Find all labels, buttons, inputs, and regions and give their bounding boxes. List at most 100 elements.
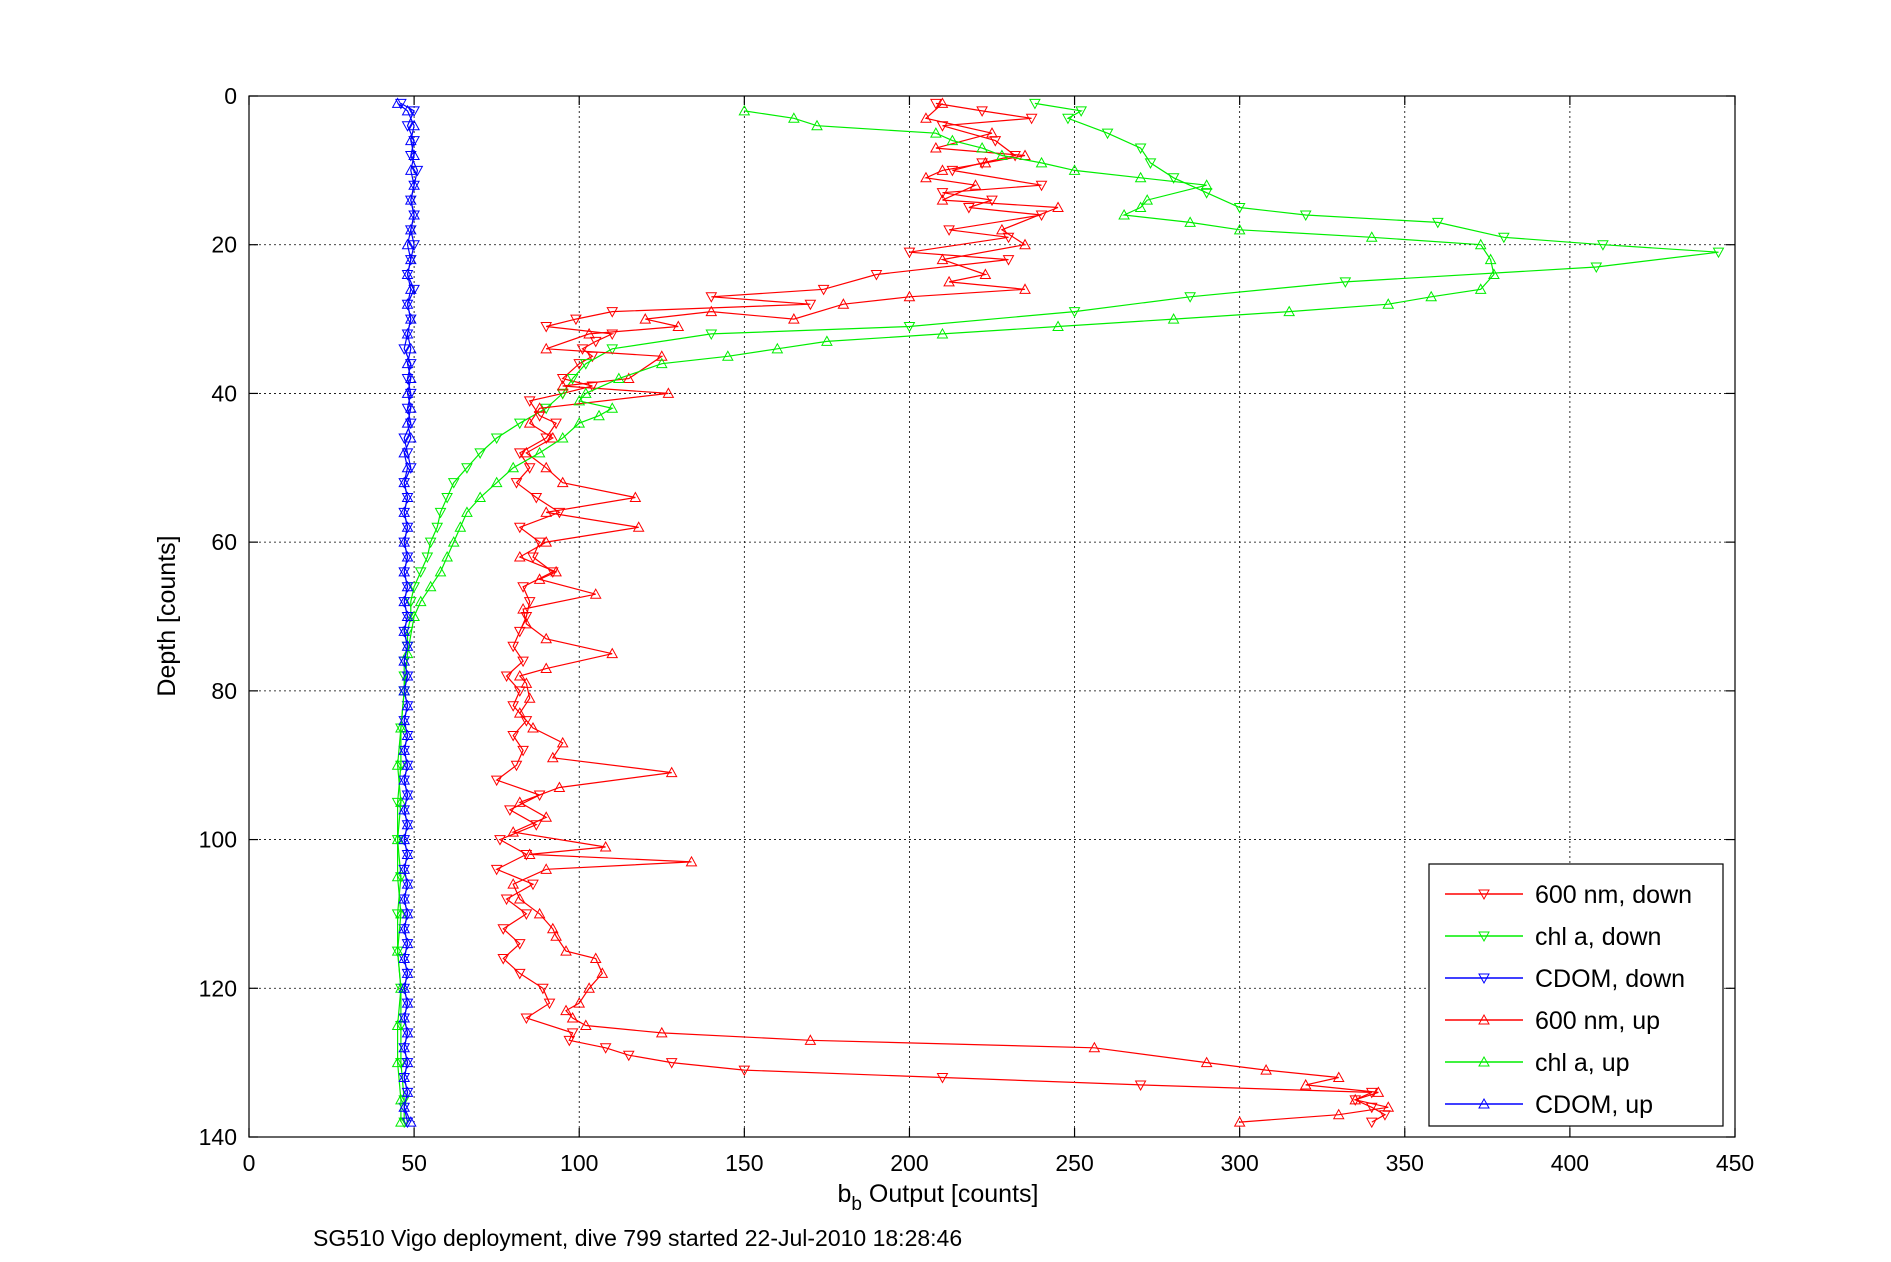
data-point: [1184, 292, 1196, 303]
data-point: [579, 359, 592, 370]
data-point: [738, 104, 751, 116]
data-point: [979, 268, 992, 279]
data-point: [936, 194, 949, 205]
x-axis-label-subscript: b: [851, 1194, 862, 1215]
data-point: [513, 707, 526, 718]
data-point: [520, 1013, 533, 1025]
data-point: [441, 550, 453, 562]
data-point: [408, 582, 420, 593]
legend-swatch-marker: [1478, 1013, 1490, 1025]
data-point: [662, 387, 675, 398]
legend-swatch-marker: [1478, 1097, 1490, 1109]
data-point: [1497, 232, 1510, 244]
data-point: [1372, 1086, 1385, 1097]
data-point: [540, 403, 553, 415]
data-point: [517, 656, 529, 668]
data-point: [395, 1116, 407, 1127]
data-point: [583, 982, 595, 993]
data-point: [946, 165, 959, 177]
data-point: [1035, 156, 1048, 168]
tick-labels: 0 50 100 150 200 250 300 350 400 450 0 20 40 60 80 100 1…: [199, 83, 1755, 1176]
legend-item: CDOM, up: [1445, 1091, 1653, 1119]
legend-item: chl a, up: [1445, 1049, 1630, 1077]
data-point: [520, 617, 533, 629]
data-point: [1167, 173, 1180, 184]
data-point: [936, 164, 949, 175]
x-axis-label: bb Output [counts]: [838, 1180, 1039, 1215]
legend-item: 600 nm, down: [1445, 881, 1692, 909]
data-point: [788, 112, 800, 123]
data-point: [943, 225, 955, 236]
data-point: [589, 952, 602, 964]
data-point: [1134, 143, 1147, 155]
x-axis-label-main: b: [838, 1180, 852, 1208]
data-point: [404, 388, 417, 400]
data-point: [513, 522, 526, 534]
data-point: [447, 478, 460, 489]
legend-label: CDOM, up: [1535, 1091, 1653, 1119]
data-point: [395, 1058, 407, 1069]
data-point: [1002, 255, 1015, 266]
y-tick-label: 0: [224, 83, 237, 109]
legend-label: chl a, down: [1535, 923, 1661, 951]
x-tick-label: 450: [1716, 1150, 1754, 1176]
data-point: [497, 954, 510, 965]
data-point: [589, 336, 602, 348]
series-600-nm-down: [490, 98, 1391, 1129]
data-point: [391, 797, 404, 809]
data-point: [398, 1071, 411, 1083]
data-point: [672, 320, 685, 332]
data-point: [398, 565, 411, 577]
data-point: [398, 774, 411, 785]
data-point: [523, 396, 536, 407]
data-point: [398, 803, 411, 815]
data-point: [1002, 232, 1015, 244]
data-point: [685, 855, 698, 867]
data-point: [401, 448, 414, 459]
data-point: [570, 314, 582, 326]
data-point: [1167, 313, 1180, 324]
data-point: [520, 446, 533, 458]
data-point: [1029, 98, 1041, 110]
data-point: [1382, 1101, 1395, 1112]
x-tick-label: 150: [725, 1150, 763, 1176]
data-point: [1141, 194, 1154, 205]
data-point: [500, 671, 513, 683]
data-point: [398, 893, 411, 904]
data-point: [1488, 268, 1500, 279]
data-point: [494, 835, 506, 846]
data-point: [1075, 106, 1088, 117]
data-point: [738, 1065, 751, 1077]
data-point: [553, 781, 566, 793]
data-point: [1332, 1108, 1345, 1120]
data-point: [903, 322, 916, 333]
data-point: [596, 967, 609, 978]
legend: 600 nm, down chl a, down CDOM, down 600 nm,…: [1428, 863, 1724, 1127]
data-point: [398, 446, 411, 458]
data-point: [404, 134, 417, 146]
data-point: [1260, 1064, 1272, 1075]
data-point: [401, 669, 414, 681]
data-point: [946, 134, 959, 146]
data-point: [434, 507, 447, 519]
data-point: [404, 463, 417, 474]
data-point: [533, 537, 546, 549]
data-point: [930, 142, 942, 153]
data-point: [665, 766, 678, 778]
data-point: [1144, 158, 1157, 169]
data-point: [404, 150, 417, 162]
data-point: [560, 945, 572, 956]
data-point: [391, 870, 404, 882]
data-point: [404, 342, 417, 354]
data-point: [1062, 113, 1074, 125]
data-point: [404, 194, 417, 205]
data-point: [903, 247, 916, 259]
x-tick-label: 350: [1386, 1150, 1424, 1176]
data-point: [788, 313, 800, 324]
data-point: [520, 612, 533, 623]
data-point: [771, 342, 784, 354]
data-point: [540, 662, 553, 674]
data-point: [976, 142, 988, 153]
data-point: [497, 924, 510, 935]
data-point: [513, 550, 526, 562]
